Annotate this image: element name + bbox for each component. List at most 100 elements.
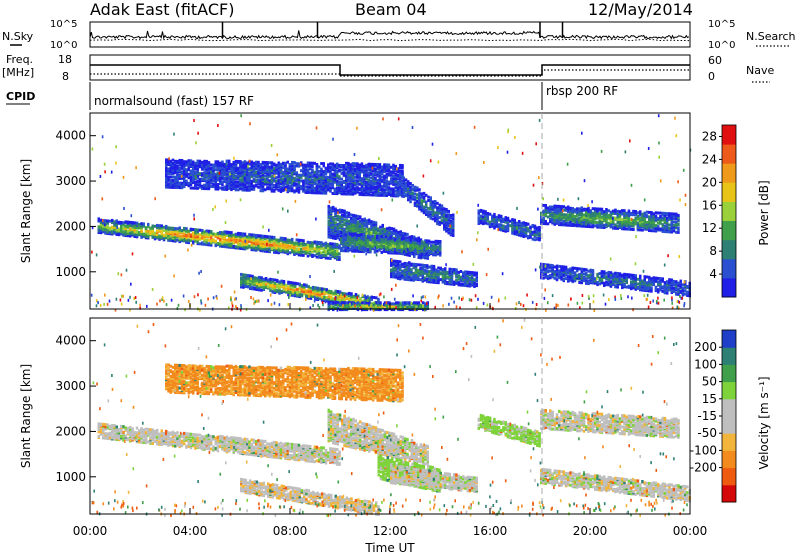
heatmap-cell	[228, 186, 231, 190]
heatmap-cell	[111, 230, 114, 234]
heatmap-cell	[367, 234, 370, 238]
heatmap-cell	[351, 184, 355, 188]
heatmap-cell	[304, 185, 307, 189]
heatmap-cell	[378, 165, 382, 169]
heatmap-cell	[259, 163, 262, 167]
heatmap-cell	[309, 286, 313, 290]
heatmap-cell	[311, 178, 314, 182]
heatmap-cell	[358, 168, 361, 171]
heatmap-cell	[255, 233, 258, 237]
heatmap-cell	[264, 178, 267, 181]
heatmap-cell	[325, 296, 328, 300]
heatmap-cell	[358, 191, 361, 195]
heatmap-cell	[343, 213, 346, 216]
heatmap-cell	[416, 193, 419, 197]
heatmap-cell	[144, 232, 148, 236]
heatmap-cell	[269, 283, 272, 287]
heatmap-cell	[411, 191, 414, 195]
heatmap-cell	[342, 232, 345, 236]
heatmap-cell	[273, 281, 277, 285]
heatmap-cell	[324, 245, 328, 249]
heatmap-cell	[427, 210, 430, 214]
heatmap-cell	[228, 184, 231, 188]
heatmap-cell	[363, 227, 366, 231]
heatmap-cell	[120, 230, 123, 234]
heatmap-cell	[282, 177, 285, 181]
heatmap-cell	[300, 169, 303, 173]
heatmap-cell	[385, 172, 388, 176]
heatmap-cell	[381, 175, 384, 179]
heatmap-cell	[306, 254, 310, 258]
heatmap-cell	[430, 240, 433, 244]
heatmap-cell	[147, 222, 150, 226]
heatmap-cell	[266, 161, 269, 165]
heatmap-cell	[162, 225, 166, 229]
heatmap-cell	[307, 287, 310, 291]
heatmap-cell	[239, 171, 242, 175]
heatmap-cell	[368, 218, 371, 222]
heatmap-cell	[387, 241, 390, 244]
heatmap-cell	[240, 272, 243, 276]
heatmap-cell	[309, 177, 312, 181]
heatmap-cell	[212, 163, 215, 167]
heatmap-cell	[249, 274, 252, 278]
heatmap-cell	[291, 248, 294, 252]
heatmap-cell	[268, 237, 271, 241]
heatmap-cell	[207, 238, 211, 242]
heatmap-cell	[167, 161, 170, 165]
heatmap-cell	[374, 181, 377, 185]
heatmap-cell	[246, 276, 250, 280]
heatmap-cell	[331, 174, 334, 178]
heatmap-cell	[273, 184, 276, 187]
heatmap-cell	[252, 237, 256, 240]
heatmap-cell	[416, 244, 419, 248]
heatmap-cell	[320, 162, 323, 165]
heatmap-cell	[355, 240, 359, 244]
heatmap-cell	[422, 195, 426, 199]
heatmap-cell	[106, 221, 109, 225]
heatmap-cell	[122, 226, 125, 230]
heatmap-cell	[147, 235, 150, 239]
heatmap-cell	[273, 167, 276, 170]
heatmap-cell	[350, 216, 353, 220]
heatmap-cell	[212, 172, 215, 176]
heatmap-cell	[293, 171, 296, 175]
heatmap-cell	[270, 178, 274, 182]
heatmap-cell	[275, 181, 278, 185]
heatmap-cell	[372, 301, 376, 305]
heatmap-cell	[396, 180, 400, 184]
heatmap-cell	[329, 216, 333, 220]
heatmap-cell	[230, 188, 233, 192]
heatmap-cell	[338, 255, 341, 259]
heatmap-cell	[167, 226, 170, 230]
heatmap-cell	[162, 233, 166, 237]
heatmap-cell	[409, 185, 412, 189]
heatmap-cell	[232, 170, 235, 173]
heatmap-cell	[365, 163, 368, 167]
heatmap-cell	[180, 186, 184, 190]
heatmap-cell	[345, 161, 348, 165]
heatmap-cell	[162, 229, 166, 233]
heatmap-cell	[379, 229, 382, 233]
heatmap-cell	[258, 280, 261, 284]
heatmap-cell	[398, 238, 401, 242]
heatmap-cell	[133, 221, 136, 225]
heatmap-cell	[142, 222, 145, 226]
heatmap-cell	[243, 176, 247, 180]
heatmap-cell	[327, 181, 330, 185]
heatmap-cell	[212, 182, 215, 186]
heatmap-cell	[225, 240, 229, 244]
heatmap-cell	[320, 181, 323, 185]
heatmap-cell	[167, 175, 170, 179]
heatmap-cell	[285, 283, 288, 287]
heatmap-cell	[315, 163, 319, 166]
heatmap-cell	[297, 182, 301, 186]
heatmap-cell	[404, 181, 408, 185]
heatmap-cell	[331, 164, 334, 168]
heatmap-cell	[329, 257, 332, 260]
heatmap-cell	[431, 217, 435, 221]
heatmap-cell	[332, 291, 335, 295]
heatmap-cell	[237, 166, 240, 170]
heatmap-cell	[349, 235, 352, 239]
heatmap-cell	[223, 162, 226, 166]
